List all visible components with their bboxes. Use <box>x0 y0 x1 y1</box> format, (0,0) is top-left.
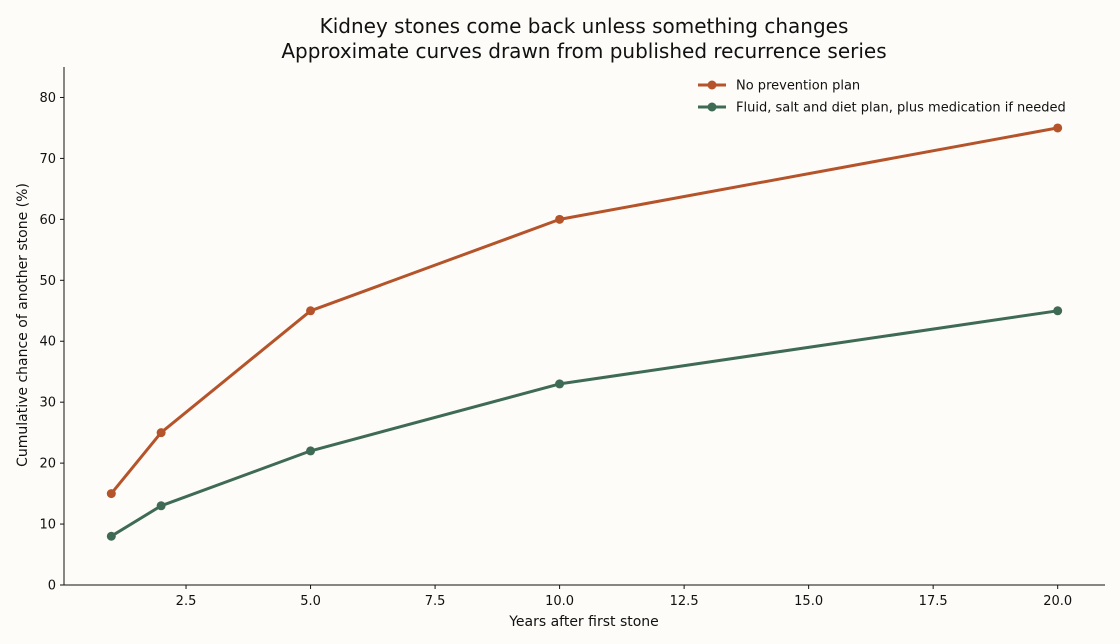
y-axis-label: Cumulative chance of another stone (%) <box>15 183 31 467</box>
legend-item: Fluid, salt and diet plan, plus medicati… <box>698 101 1066 116</box>
series-line <box>110 309 1058 538</box>
chart-subtitle: Approximate curves drawn from published … <box>281 39 886 63</box>
y-tick-label: 20 <box>39 457 56 472</box>
chart-title: Kidney stones come back unless something… <box>320 14 849 38</box>
legend-label: Fluid, salt and diet plan, plus medicati… <box>736 101 1066 116</box>
data-point <box>156 501 166 511</box>
y-tick-label: 50 <box>39 274 56 289</box>
y-tick-label: 40 <box>39 335 56 350</box>
y-tick-label: 80 <box>39 91 56 106</box>
legend: No prevention plan Fluid, salt and diet p… <box>698 79 1066 116</box>
x-tick-label: 12.5 <box>670 594 699 609</box>
data-point <box>306 446 316 456</box>
plot-area <box>106 123 1063 541</box>
data-point <box>555 214 565 224</box>
x-tick-label: 5.0 <box>300 594 321 609</box>
data-point <box>555 379 565 389</box>
series-2 <box>106 306 1063 541</box>
data-point <box>1053 306 1063 316</box>
x-tick-label: 15.0 <box>794 594 823 609</box>
y-tick-label: 30 <box>39 396 56 411</box>
y-tick-label: 10 <box>39 518 56 533</box>
legend-swatch-marker <box>707 80 717 90</box>
y-tick-label: 60 <box>39 213 56 228</box>
legend-item: No prevention plan <box>698 79 860 94</box>
legend-swatch-marker <box>707 102 717 112</box>
data-point <box>1053 123 1063 133</box>
legend-label: No prevention plan <box>736 79 860 94</box>
series-1 <box>106 123 1063 499</box>
x-tick-label: 7.5 <box>425 594 446 609</box>
data-point <box>306 306 316 316</box>
series-line <box>110 126 1058 495</box>
data-point <box>156 428 166 438</box>
x-axis-label: Years after first stone <box>508 614 659 630</box>
axes: 2.5 5.0 7.5 10.0 12.5 15.0 17.5 20.0 0 10 20 30 40 50… <box>39 67 1105 609</box>
y-tick-label: 70 <box>39 152 56 167</box>
x-tick-label: 20.0 <box>1043 594 1072 609</box>
x-tick-label: 10.0 <box>545 594 574 609</box>
data-point <box>106 531 116 541</box>
x-tick-label: 17.5 <box>919 594 948 609</box>
y-tick-label: 0 <box>48 579 56 594</box>
data-point <box>106 489 116 499</box>
x-tick-label: 2.5 <box>176 594 197 609</box>
